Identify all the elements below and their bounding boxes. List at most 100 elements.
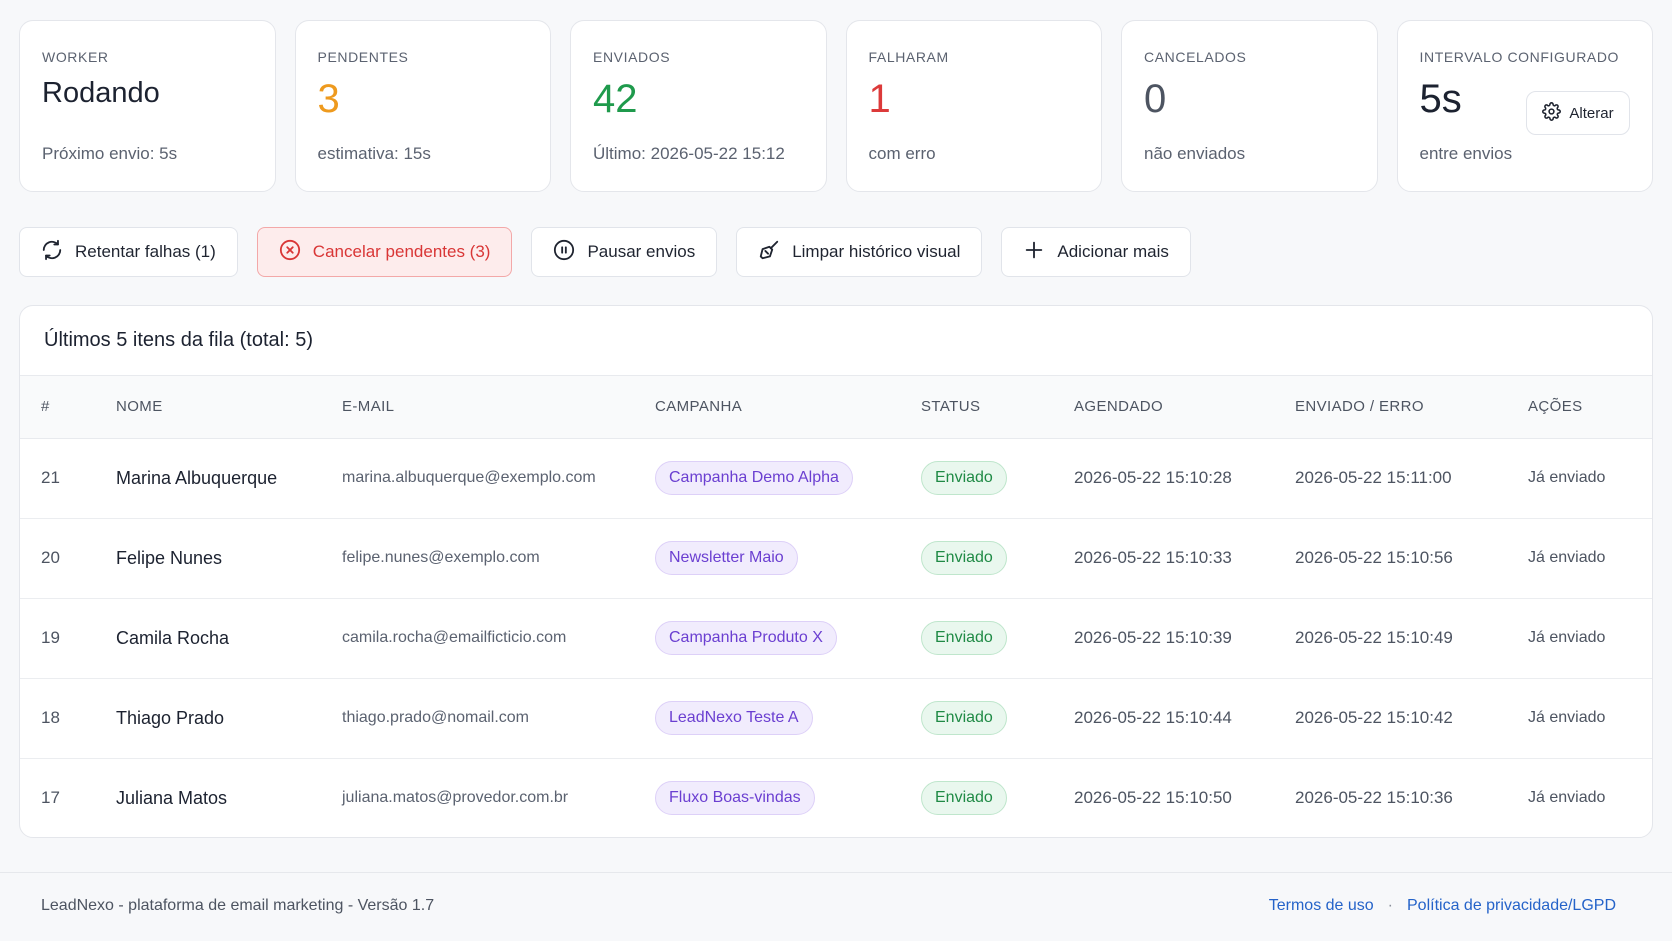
row-sent: 2026-05-22 15:10:49	[1295, 628, 1453, 647]
row-name: Juliana Matos	[116, 787, 228, 808]
x-circle-icon	[279, 239, 301, 266]
row-email: camila.rocha@emailficticio.com	[342, 629, 567, 646]
stat-label: ENVIADOS	[593, 49, 671, 65]
stat-card-pending: PENDENTES 3 estimativa: 15s	[294, 20, 551, 192]
row-scheduled: 2026-05-22 15:10:44	[1074, 708, 1232, 727]
column-header-sent: ENVIADO / ERRO	[1295, 376, 1528, 439]
interval-value: 5s	[1419, 77, 1462, 121]
row-action: Já enviado	[1528, 469, 1606, 486]
row-action: Já enviado	[1528, 709, 1606, 726]
row-email: juliana.matos@provedor.com.br	[342, 789, 569, 807]
pause-circle-icon	[553, 239, 575, 266]
stat-subtext: Próximo envio: 5s	[42, 144, 178, 163]
footer-links: Termos de uso · Política de privacidade/…	[1269, 897, 1616, 915]
status-badge: Enviado	[921, 541, 1007, 575]
broom-icon	[758, 239, 780, 266]
queue-table-card: Últimos 5 itens da fila (total: 5) # NOM…	[19, 305, 1653, 838]
alterar-label: Alterar	[1569, 104, 1614, 122]
stat-card-failed: FALHARAM 1 com erro	[845, 20, 1102, 192]
queue-table: # NOME E-MAIL CAMPANHA STATUS AGENDADO E…	[20, 376, 1652, 837]
campaign-badge: Newsletter Maio	[655, 541, 798, 575]
status-badge: Enviado	[921, 461, 1007, 495]
terms-link[interactable]: Termos de uso	[1268, 897, 1374, 914]
pause-sending-button[interactable]: Pausar envios	[531, 227, 718, 277]
row-name: Camila Rocha	[116, 627, 230, 648]
stat-card-interval: INTERVALO CONFIGURADO 5s entre envios Al…	[1396, 20, 1653, 192]
stat-label: CANCELADOS	[1144, 49, 1247, 65]
row-email: marina.albuquerque@exemplo.com	[342, 469, 596, 486]
row-action: Já enviado	[1528, 629, 1606, 646]
row-action: Já enviado	[1528, 789, 1606, 807]
cancelled-count-value: 0	[1144, 77, 1167, 121]
column-header-actions: AÇÕES	[1528, 376, 1652, 439]
status-badge: Enviado	[921, 621, 1007, 655]
pending-count-value: 3	[317, 77, 340, 121]
stat-label: FALHARAM	[868, 49, 949, 65]
table-row: 19 Camila Rocha camila.rocha@emailfictic…	[20, 598, 1652, 678]
stat-label: INTERVALO CONFIGURADO	[1419, 49, 1620, 65]
stat-card-sent: ENVIADOS 42 Último: 2026-05-22 15:12	[570, 20, 827, 192]
worker-status-value: Rodando	[42, 77, 160, 109]
clear-history-label: Limpar histórico visual	[792, 242, 961, 261]
footer-separator: ·	[1387, 897, 1393, 914]
alterar-interval-button[interactable]: Alterar	[1526, 91, 1630, 135]
row-name: Marina Albuquerque	[116, 467, 278, 488]
cancel-pending-label: Cancelar pendentes (3)	[312, 242, 491, 261]
column-header-scheduled: AGENDADO	[1074, 376, 1295, 439]
campaign-badge: Campanha Produto X	[655, 621, 837, 655]
row-sent: 2026-05-22 15:11:00	[1295, 468, 1452, 487]
column-header-id: #	[20, 376, 116, 439]
row-id: 17	[41, 788, 60, 808]
row-sent: 2026-05-22 15:10:56	[1295, 548, 1453, 567]
stat-subtext: com erro	[868, 144, 936, 163]
row-name: Thiago Prado	[116, 707, 225, 728]
stat-card-worker: WORKER Rodando Próximo envio: 5s	[19, 20, 276, 192]
privacy-link[interactable]: Política de privacidade/LGPD	[1407, 897, 1616, 914]
add-more-button[interactable]: Adicionar mais	[1001, 227, 1191, 277]
row-id: 20	[41, 548, 60, 567]
row-sent: 2026-05-22 15:10:36	[1295, 788, 1453, 808]
status-badge: Enviado	[921, 701, 1007, 735]
table-row: 17 Juliana Matos juliana.matos@provedor.…	[20, 758, 1652, 837]
retry-failed-button[interactable]: Retentar falhas (1)	[19, 227, 238, 277]
stat-subtext: não enviados	[1144, 144, 1246, 163]
row-scheduled: 2026-05-22 15:10:33	[1074, 548, 1232, 567]
action-bar: Retentar falhas (1) Cancelar pendentes (…	[19, 227, 1191, 277]
stat-subtext: estimativa: 15s	[317, 144, 431, 163]
table-header-row: # NOME E-MAIL CAMPANHA STATUS AGENDADO E…	[20, 376, 1652, 439]
pause-sending-label: Pausar envios	[587, 242, 696, 261]
row-id: 19	[41, 628, 60, 647]
row-sent: 2026-05-22 15:10:42	[1295, 708, 1453, 727]
stat-card-cancelled: CANCELADOS 0 não enviados	[1121, 20, 1378, 192]
plus-icon	[1023, 239, 1045, 266]
row-email: thiago.prado@nomail.com	[342, 709, 530, 726]
row-email: felipe.nunes@exemplo.com	[342, 549, 540, 566]
column-header-status: STATUS	[921, 376, 1074, 439]
status-badge: Enviado	[921, 781, 1007, 816]
row-scheduled: 2026-05-22 15:10:50	[1074, 788, 1232, 808]
footer-text: LeadNexo - plataforma de email marketing…	[41, 897, 435, 914]
clear-history-button[interactable]: Limpar histórico visual	[736, 227, 983, 277]
table-row: 18 Thiago Prado thiago.prado@nomail.com …	[20, 678, 1652, 758]
refresh-icon	[41, 239, 63, 266]
row-action: Já enviado	[1528, 549, 1606, 566]
campaign-badge: LeadNexo Teste A	[655, 701, 813, 735]
campaign-badge: Campanha Demo Alpha	[655, 461, 853, 495]
gear-icon	[1542, 101, 1562, 125]
queue-table-title: Últimos 5 itens da fila (total: 5)	[20, 306, 1652, 376]
cancel-pending-button[interactable]: Cancelar pendentes (3)	[256, 227, 513, 277]
column-header-email: E-MAIL	[342, 376, 655, 439]
row-name: Felipe Nunes	[116, 547, 223, 568]
table-row: 21 Marina Albuquerque marina.albuquerque…	[20, 438, 1652, 518]
row-id: 21	[41, 468, 60, 487]
page-footer: LeadNexo - plataforma de email marketing…	[0, 872, 1672, 941]
stat-label: WORKER	[42, 49, 109, 65]
stat-subtext: Último: 2026-05-22 15:12	[593, 144, 785, 163]
column-header-name: NOME	[116, 376, 342, 439]
failed-count-value: 1	[868, 77, 891, 121]
retry-failed-label: Retentar falhas (1)	[75, 242, 216, 261]
column-header-campaign: CAMPANHA	[655, 376, 921, 439]
stat-label: PENDENTES	[317, 49, 409, 65]
sent-count-value: 42	[593, 77, 638, 121]
row-scheduled: 2026-05-22 15:10:28	[1074, 468, 1232, 487]
